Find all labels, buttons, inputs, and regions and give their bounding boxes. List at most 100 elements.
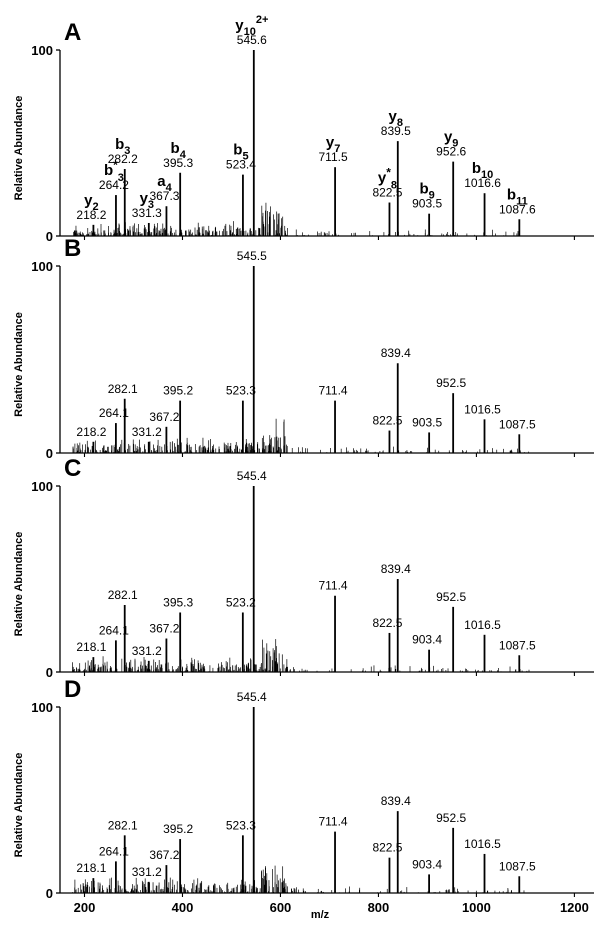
peak-label: 264.1 [99, 623, 129, 637]
x-tick-label: 200 [74, 900, 96, 915]
spectrum-panel-b: B Relative Abundance 100 0 218.2 264.1 282.1 33… [13, 235, 594, 461]
panel-letter: C [64, 455, 81, 482]
y-tick-label-max: 100 [31, 43, 53, 58]
ion-annotation: b10 [472, 160, 493, 181]
x-axis-label: m/z [311, 909, 330, 921]
y-axis-label: Relative Abundance [13, 753, 25, 858]
peak-label: 331.3 [132, 206, 162, 220]
ion-annotation: b11 [507, 186, 528, 207]
peak-label: 1016.5 [464, 837, 501, 851]
peak-label: 952.5 [436, 590, 466, 604]
noise-peaks [72, 639, 530, 672]
ion-annotation: y2 [84, 192, 98, 213]
panel-letter: D [64, 676, 81, 703]
y-axis-label: Relative Abundance [13, 96, 25, 201]
panel-letter: B [64, 235, 81, 262]
peak-label: 523.3 [226, 384, 256, 398]
peak-label: 367.3 [149, 189, 179, 203]
peak-label: 282.1 [108, 588, 138, 602]
peak-label: 331.2 [132, 865, 162, 879]
shared-x-axis: 200 400 600 800 1000 1200 [74, 900, 589, 915]
y-tick-label-zero: 0 [46, 446, 53, 461]
spectrum-panel-a: A Relative Abundance 100 0 218.2y2264.2b*328… [13, 14, 594, 244]
ion-annotation: y9 [444, 129, 458, 150]
peak-label: 822.5 [372, 616, 402, 630]
ion-annotation: a4 [157, 173, 172, 194]
x-tick-label: 1000 [462, 900, 491, 915]
x-tick-label: 400 [172, 900, 194, 915]
spectrum-panel-d: D Relative Abundance 100 0 218.1 264.1 282.1 33… [13, 676, 594, 901]
peak-label: 367.2 [149, 622, 179, 636]
peak-label: 839.4 [381, 562, 411, 576]
peak-label: 903.5 [412, 197, 442, 211]
x-tick-label: 800 [368, 900, 390, 915]
peak-label: 282.1 [108, 818, 138, 832]
peak-label: 367.2 [149, 410, 179, 424]
peak-label: 822.5 [372, 414, 402, 428]
panel-letter: A [64, 19, 81, 46]
noise-peaks [72, 418, 530, 453]
y-tick-label-zero: 0 [46, 886, 53, 901]
y-tick-label-max: 100 [31, 479, 53, 494]
peak-label: 1087.5 [499, 859, 536, 873]
peak-label: 395.3 [163, 156, 193, 170]
peak-label: 331.2 [132, 425, 162, 439]
ion-annotation: b5 [233, 142, 248, 163]
peak-label: 839.4 [381, 346, 411, 360]
ion-annotation: y*8 [378, 166, 397, 192]
peak-label: 545.4 [237, 690, 267, 704]
peak-label: 331.2 [132, 644, 162, 658]
peak-label: 218.1 [76, 861, 106, 875]
peak-label: 711.4 [318, 384, 347, 398]
ion-annotation: b3 [115, 136, 130, 157]
y-axis-label: Relative Abundance [13, 312, 25, 417]
peak-label: 264.1 [99, 406, 129, 420]
peak-label: 903.5 [412, 415, 442, 429]
ion-annotation: y102+ [235, 14, 268, 38]
peak-label: 545.6 [237, 33, 267, 47]
peak-label: 822.5 [372, 841, 402, 855]
peak-label: 395.3 [163, 595, 193, 609]
ion-annotation: b*3 [104, 158, 124, 184]
y-tick-label-zero: 0 [46, 665, 53, 680]
peak-label: 523.2 [226, 595, 256, 609]
x-tick-label: 600 [270, 900, 292, 915]
peak-label: 523.4 [226, 158, 256, 172]
y-tick-label-max: 100 [31, 700, 53, 715]
peak-label: 1087.6 [499, 202, 536, 216]
peak-label: 1016.5 [464, 618, 501, 632]
peak-label: 395.2 [163, 822, 193, 836]
ion-annotation: y7 [326, 134, 340, 155]
peak-label: 711.4 [318, 815, 347, 829]
peak-label: 545.5 [237, 249, 267, 263]
peak-label: 903.4 [412, 857, 442, 871]
peak-label: 282.1 [108, 382, 138, 396]
peak-label: 264.2 [99, 178, 129, 192]
peak-label: 952.6 [436, 145, 466, 159]
ion-annotation: y8 [389, 108, 403, 129]
noise-peaks [72, 865, 531, 893]
peak-label: 711.5 [319, 150, 348, 164]
peak-label: 282.2 [108, 152, 138, 166]
peak-label: 952.5 [436, 811, 466, 825]
peak-label: 395.2 [163, 384, 193, 398]
peak-label: 218.2 [76, 425, 106, 439]
ion-annotation: y3 [140, 190, 154, 211]
spectrum-panel-c: C Relative Abundance 100 0 218.1 264.1 282.1 33… [13, 455, 594, 680]
peak-label: 545.4 [237, 469, 267, 483]
y-axis-label: Relative Abundance [13, 532, 25, 637]
peak-label: 1016.6 [464, 176, 501, 190]
ion-annotation: b4 [171, 140, 187, 161]
y-tick-label-max: 100 [31, 259, 53, 274]
peak-label: 839.5 [381, 124, 411, 138]
peak-label: 1087.5 [499, 638, 536, 652]
ion-annotation: b9 [419, 181, 434, 202]
peak-label: 367.2 [149, 848, 179, 862]
peak-label: 839.4 [381, 794, 411, 808]
peak-label: 218.1 [76, 640, 106, 654]
peak-label: 1016.5 [464, 402, 501, 416]
peak-label: 1087.5 [499, 417, 536, 431]
peak-label: 903.4 [412, 633, 442, 647]
